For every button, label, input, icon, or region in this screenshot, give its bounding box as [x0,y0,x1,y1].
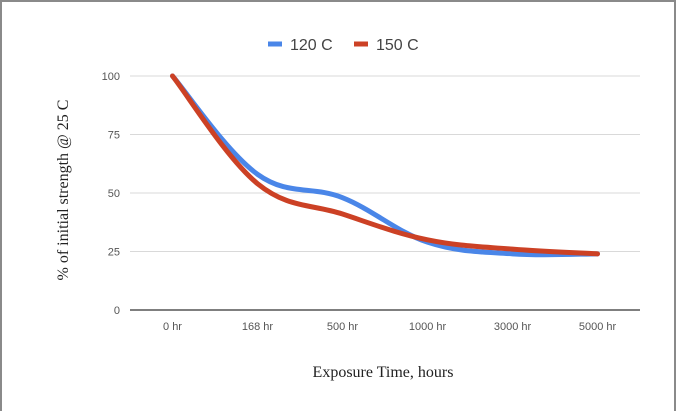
legend-label-150-c: 150 C [376,37,419,54]
y-tick-label: 100 [102,71,120,83]
legend: 120 C 150 C [268,37,419,54]
x-tick-label: 168 hr [242,321,274,333]
y-axis-title: % of initial strength @ 25 C [55,100,72,281]
grid-lines [130,75,640,311]
y-tick-label: 75 [108,130,120,142]
x-tick-label: 1000 hr [409,321,447,333]
y-tick-label: 0 [114,305,120,317]
legend-label-120-c: 120 C [290,37,333,54]
x-tick-labels: 0 hr 168 hr 500 hr 1000 hr 3000 hr 5000 hr [163,321,616,333]
x-tick-label: 0 hr [163,321,182,333]
series-line-150-c [170,73,600,257]
y-tick-label: 25 [108,247,120,259]
x-tick-label: 5000 hr [579,321,617,333]
series-lines [170,73,600,258]
y-tick-label: 50 [108,188,120,200]
series-line-120-c [170,73,600,258]
x-tick-label: 500 hr [327,321,359,333]
x-tick-label: 3000 hr [494,321,532,333]
x-axis-title: Exposure Time, hours [313,364,454,381]
y-tick-labels: 0 25 50 75 100 [102,71,120,317]
